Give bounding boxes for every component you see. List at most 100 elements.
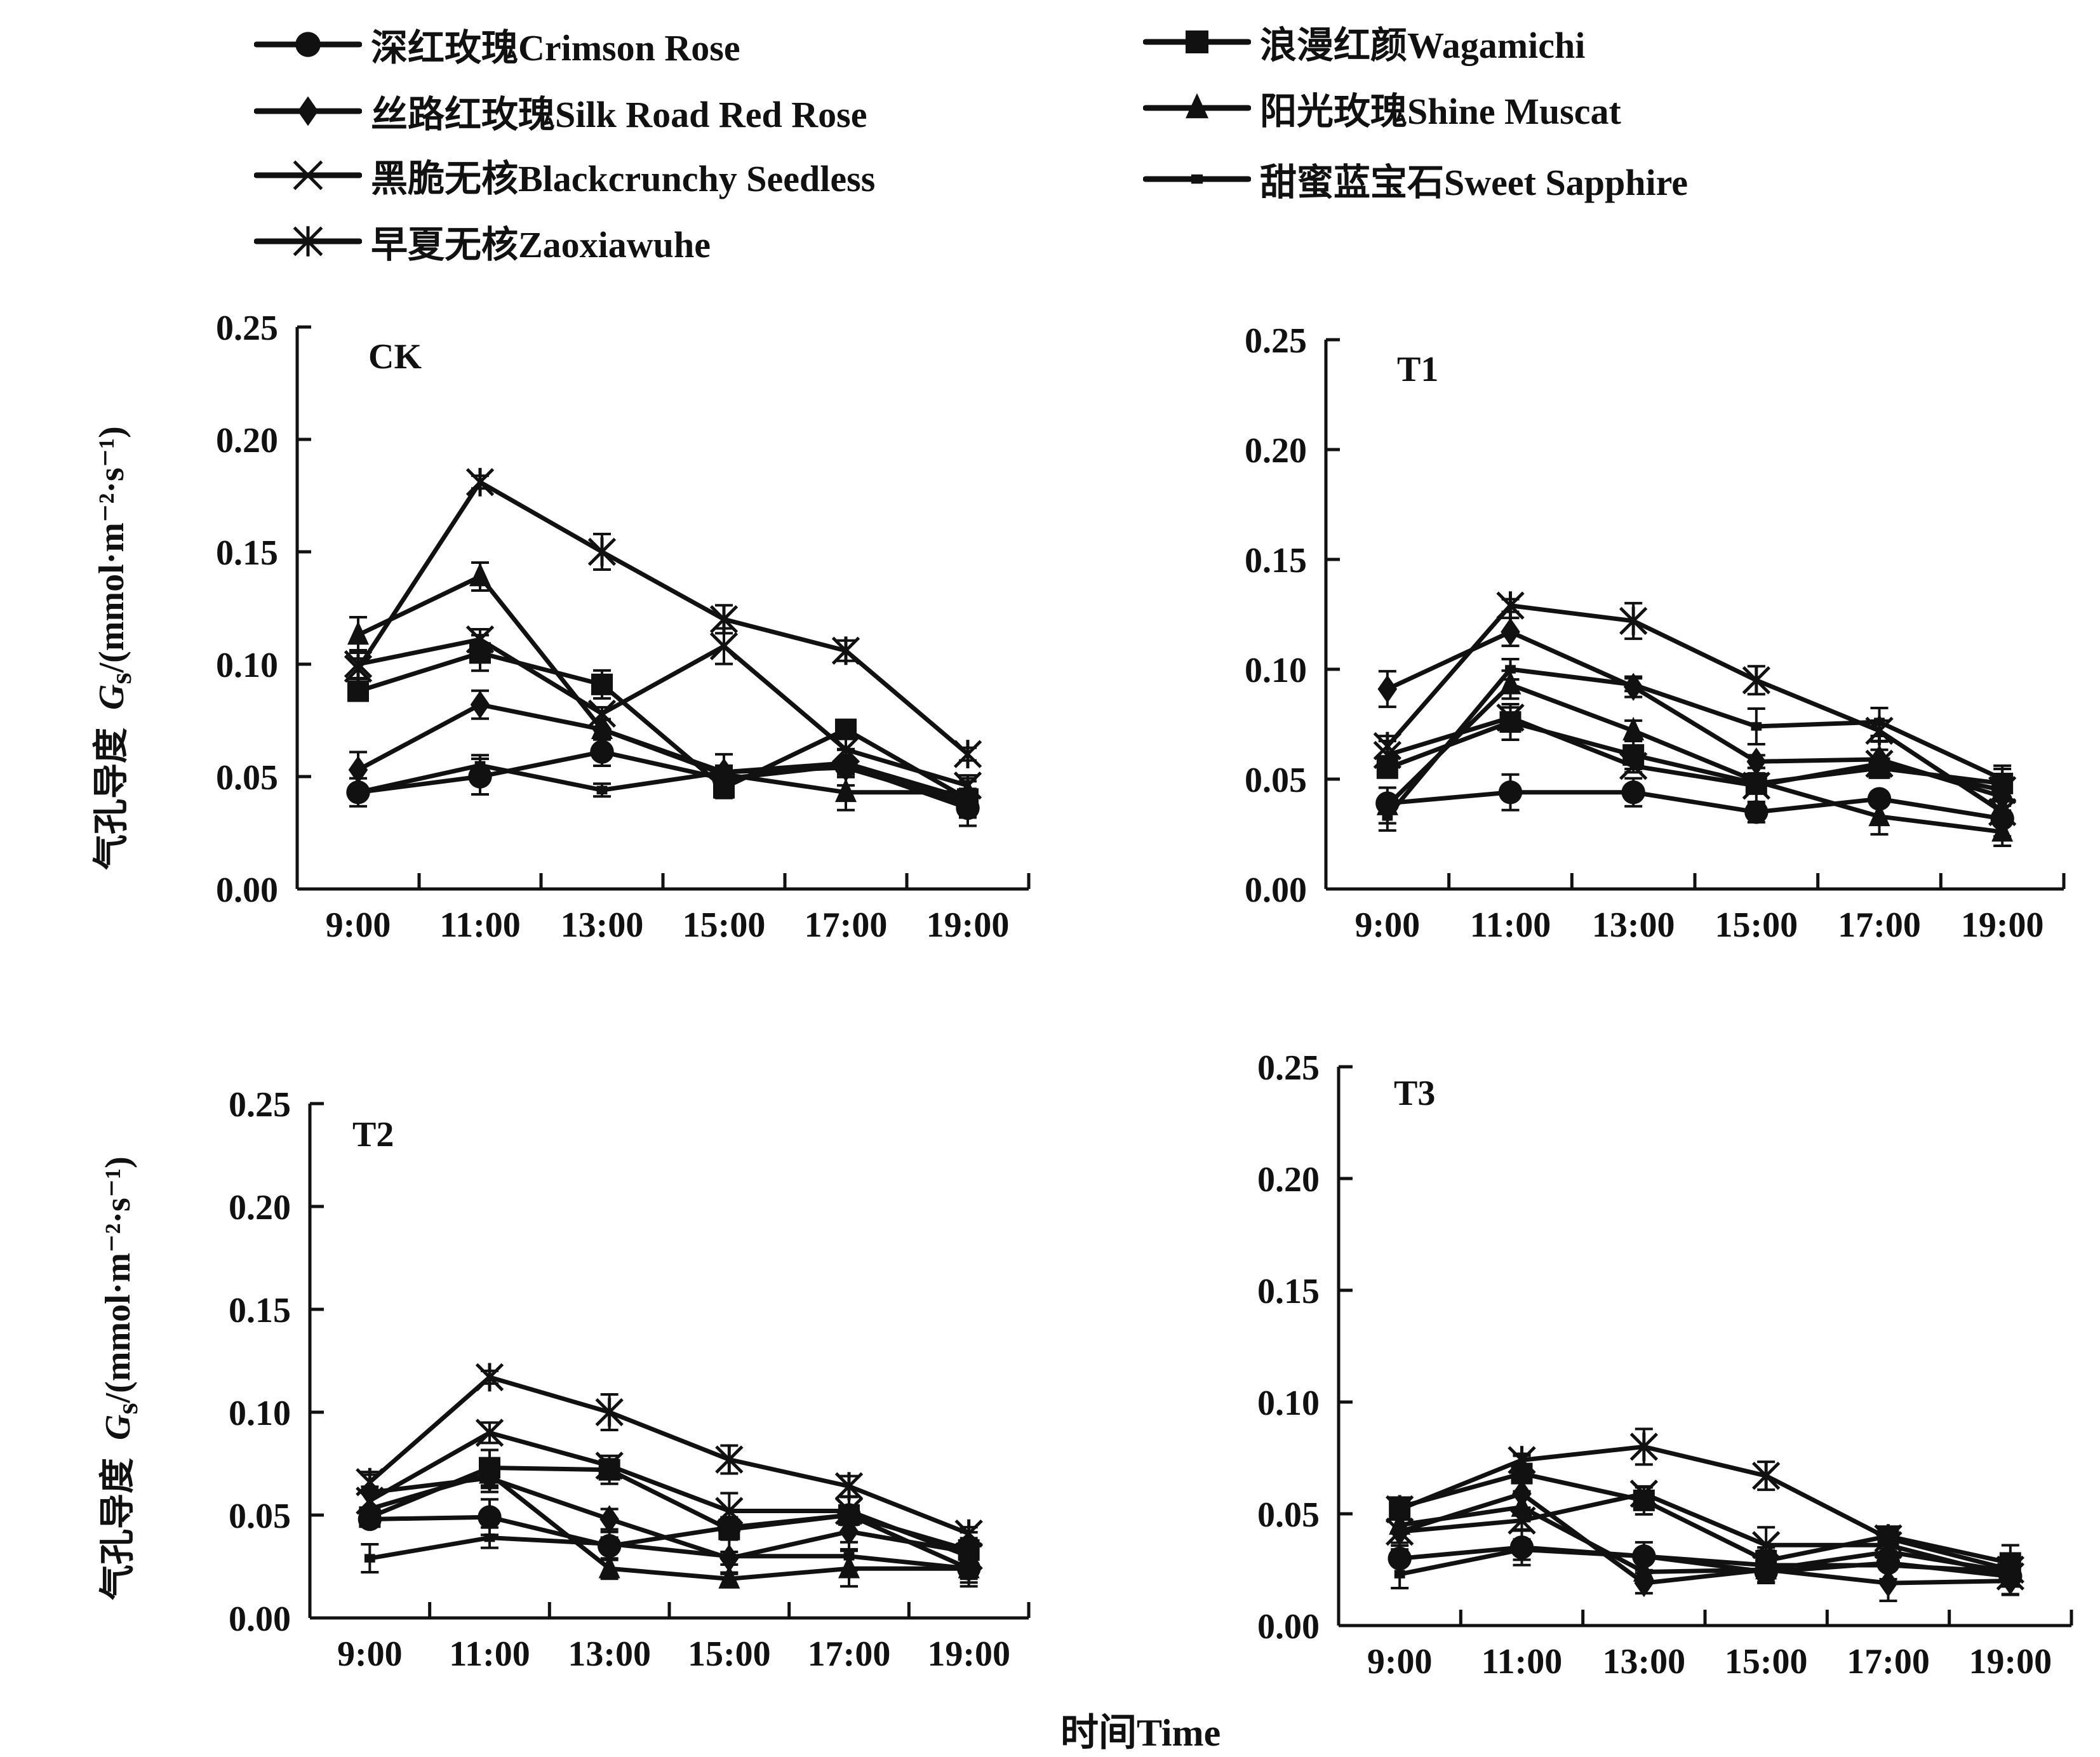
- y-tick-label: 0.00: [1245, 871, 1307, 910]
- series-line: [1398, 1444, 2011, 1572]
- series-2: [1386, 1480, 2024, 1591]
- y-tick-label: 0.10: [1257, 1384, 1320, 1423]
- y-tick-label: 0.10: [1245, 651, 1307, 690]
- dash-marker-icon: [1143, 174, 1251, 184]
- x-tick-label: 15:00: [683, 905, 766, 945]
- panel-title: T3: [1394, 1074, 1435, 1113]
- x-marker-icon: [254, 160, 362, 190]
- x-tick-label: 9:00: [326, 905, 391, 945]
- triangle-marker: [469, 562, 491, 587]
- legend-label: 丝路红玫瑰Silk Road Red Rose: [371, 94, 867, 135]
- series-6: [1378, 658, 2012, 832]
- panel-title: CK: [368, 337, 422, 377]
- series-line: [1386, 629, 2003, 799]
- series-line: [1399, 1491, 2011, 1579]
- triangle-marker: [598, 1554, 620, 1579]
- series-2: [356, 1419, 983, 1570]
- x-tick-label: 19:00: [926, 905, 1010, 945]
- series-6: [349, 747, 977, 811]
- series-line: [368, 1375, 970, 1536]
- square-marker: [1186, 30, 1208, 53]
- legend-item-crimson-rose: 深红玫瑰Crimson Rose: [254, 19, 740, 70]
- square-marker: [1376, 757, 1398, 779]
- x-marker: [709, 632, 739, 660]
- y-tick-label: 0.25: [1245, 321, 1307, 361]
- x-tick-label: 15:00: [688, 1634, 771, 1674]
- y-tick-label: 0.00: [229, 1600, 291, 1639]
- series-3: [356, 1363, 983, 1548]
- y-tick-label: 0.05: [1245, 761, 1307, 800]
- square-marker: [1868, 757, 1890, 779]
- y-tick-label: 0.05: [229, 1497, 291, 1536]
- triangle-marker: [1745, 767, 1767, 791]
- y-tick-label: 0.20: [229, 1188, 291, 1227]
- square-marker: [591, 673, 613, 695]
- legend-label: 深红玫瑰Crimson Rose: [371, 27, 740, 69]
- series-line: [1386, 667, 2003, 818]
- dash-marker: [2005, 1567, 2016, 1577]
- dash-marker: [596, 785, 608, 794]
- square-marker: [1633, 1489, 1655, 1511]
- y-tick-label: 0.15: [1245, 541, 1307, 580]
- series-line: [1399, 1491, 2010, 1586]
- x-tick-label: 11:00: [439, 905, 521, 945]
- series-6: [361, 1526, 978, 1580]
- dash-marker: [840, 759, 852, 768]
- legend-label: 早夏无核Zaoxiawuhe: [371, 224, 711, 265]
- x-tick-label: 15:00: [1725, 1642, 1808, 1681]
- circle-marker: [1744, 800, 1769, 824]
- y-tick-label: 0.25: [229, 1085, 291, 1125]
- x-tick-label: 13:00: [568, 1634, 651, 1674]
- y-tick-label: 0.20: [1257, 1160, 1320, 1199]
- series-line: [1387, 790, 2003, 821]
- series-line: [356, 479, 970, 756]
- dash-marker: [1751, 722, 1762, 731]
- triangle-marker: [718, 1565, 740, 1589]
- circle-marker: [1388, 1546, 1412, 1571]
- star-marker: [834, 1472, 864, 1501]
- x-marker: [475, 1419, 504, 1447]
- diamond-marker-icon: [254, 96, 362, 126]
- circle-marker: [295, 32, 321, 57]
- dash-marker: [474, 761, 486, 770]
- square-marker: [1499, 711, 1521, 733]
- y-tick-label: 0.00: [216, 871, 278, 910]
- triangle-marker: [359, 1495, 381, 1519]
- legend-label: 黑脆无核Blackcrunchy Seedless: [371, 158, 876, 199]
- series-line: [1386, 682, 2003, 834]
- star-marker: [1373, 732, 1401, 761]
- square-marker: [1511, 1462, 1533, 1485]
- star-marker: [465, 467, 495, 497]
- star-marker: [1752, 1461, 1781, 1490]
- series-line: [1386, 603, 2004, 814]
- x-tick-label: 9:00: [1355, 905, 1421, 945]
- star-marker: [1629, 1432, 1658, 1461]
- square-marker: [598, 1459, 620, 1481]
- star-marker: [344, 654, 373, 683]
- star-marker: [953, 740, 982, 769]
- y-tick-label: 0.15: [1257, 1272, 1320, 1311]
- diamond-marker: [599, 1505, 619, 1533]
- square-marker-icon: [1143, 30, 1251, 53]
- diamond-marker: [1501, 618, 1520, 646]
- dash-marker: [962, 794, 973, 804]
- star-marker: [293, 226, 323, 257]
- diamond-marker: [1878, 1569, 1898, 1598]
- panel-title: T2: [352, 1115, 394, 1154]
- x-tick-label: 17:00: [808, 1634, 891, 1674]
- x-tick-label: 11:00: [1470, 905, 1551, 945]
- star-marker: [1619, 606, 1648, 636]
- series-line: [368, 1465, 970, 1553]
- star-marker: [595, 1398, 624, 1427]
- series-5: [347, 561, 979, 812]
- diamond-marker: [1377, 675, 1398, 704]
- triangle-marker: [1511, 1493, 1533, 1517]
- legend: 深红玫瑰Crimson Rose 丝路红玫瑰Silk Road Red Rose…: [0, 0, 2100, 279]
- dash-marker: [723, 1552, 735, 1561]
- triangle-marker: [479, 1460, 500, 1484]
- series-line: [368, 1430, 970, 1559]
- star-marker: [475, 1363, 504, 1392]
- legend-label: 浪漫红颜Wagamichi: [1260, 25, 1586, 66]
- triangle-marker: [1186, 93, 1208, 119]
